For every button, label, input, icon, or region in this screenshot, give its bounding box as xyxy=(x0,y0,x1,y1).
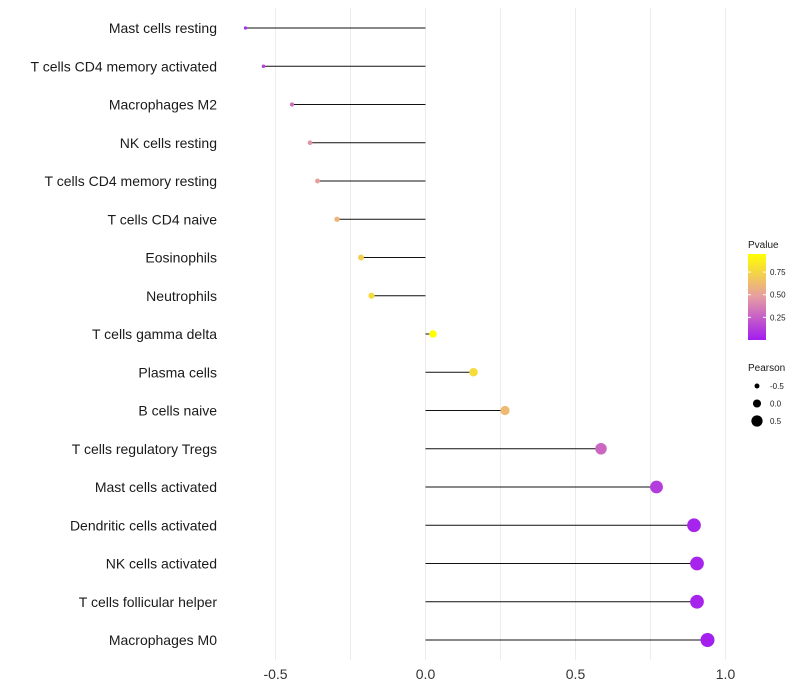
category-label: Macrophages M0 xyxy=(109,632,217,648)
lollipop-dot xyxy=(289,102,295,107)
pearson-legend-dot xyxy=(751,415,763,427)
x-tick-label: -0.5 xyxy=(263,666,287,682)
pvalue-legend-ticks: 0.75 0.50 0.25 xyxy=(748,268,786,322)
x-tick-label: 0.5 xyxy=(566,666,586,682)
lollipop-dot xyxy=(650,480,663,494)
category-label: Eosinophils xyxy=(145,250,217,266)
category-label: T cells CD4 naive xyxy=(108,211,218,227)
lollipop-dot xyxy=(368,292,375,299)
x-tick-label: 0.0 xyxy=(416,666,436,682)
lollipop-dot xyxy=(595,443,607,455)
pearson-legend-dot xyxy=(754,383,760,389)
lollipop-dots xyxy=(243,26,715,647)
category-label: T cells regulatory Tregs xyxy=(72,441,217,457)
pearson-legend-dot xyxy=(752,399,762,408)
category-label: T cells follicular helper xyxy=(79,594,218,610)
lollipop-stems xyxy=(245,27,708,641)
pearson-legend-label: 0.0 xyxy=(770,400,782,409)
lollipop-dot xyxy=(700,633,715,647)
pvalue-legend-title: Pvalue xyxy=(748,240,779,251)
lollipop-dot xyxy=(334,216,340,222)
colorbar-tick-label: 0.50 xyxy=(770,291,786,300)
category-label: T cells CD4 memory activated xyxy=(31,58,217,74)
lollipop-dot xyxy=(469,367,478,377)
pearson-legend-label: 0.5 xyxy=(770,417,782,426)
lollipop-dot xyxy=(243,26,248,30)
category-label: Neutrophils xyxy=(146,288,217,304)
pvalue-colorbar xyxy=(748,254,766,340)
category-label: NK cells resting xyxy=(120,135,217,151)
category-label: Mast cells resting xyxy=(109,20,217,36)
lollipop-dot xyxy=(429,330,437,338)
lollipop-dot xyxy=(315,178,320,184)
lollipop-dot xyxy=(261,64,266,69)
category-label: Plasma cells xyxy=(138,364,217,380)
lollipop-dot xyxy=(500,405,510,416)
pearson-legend-title: Pearson xyxy=(748,363,785,374)
lollipop-dot xyxy=(307,140,313,146)
category-label: B cells naive xyxy=(138,403,217,419)
category-label: Macrophages M2 xyxy=(109,97,217,113)
x-axis-ticks: -0.5 0.0 0.5 1.0 xyxy=(263,666,735,682)
colorbar-tick-label: 0.25 xyxy=(770,313,786,322)
lollipop-dot xyxy=(358,254,364,261)
x-tick-label: 1.0 xyxy=(716,666,736,682)
lollipop-dot xyxy=(690,594,704,609)
y-axis-labels: Mast cells resting T cells CD4 memory act… xyxy=(31,20,218,648)
lollipop-dot xyxy=(687,518,701,533)
category-label: T cells CD4 memory resting xyxy=(45,173,217,189)
pearson-legend: Pearson -0.5 0.0 0.5 xyxy=(748,363,785,427)
pvalue-legend: Pvalue 0.75 0.50 0.25 xyxy=(748,240,786,340)
pearson-legend-items: -0.5 0.0 0.5 xyxy=(751,382,784,427)
pearson-legend-label: -0.5 xyxy=(770,382,784,391)
category-label: Dendritic cells activated xyxy=(70,517,217,533)
grid-lines xyxy=(275,8,726,660)
category-label: NK cells activated xyxy=(106,556,217,572)
category-label: Mast cells activated xyxy=(95,479,217,495)
colorbar-tick-label: 0.75 xyxy=(770,268,786,277)
category-label: T cells gamma delta xyxy=(92,326,217,342)
lollipop-dot xyxy=(690,556,704,571)
